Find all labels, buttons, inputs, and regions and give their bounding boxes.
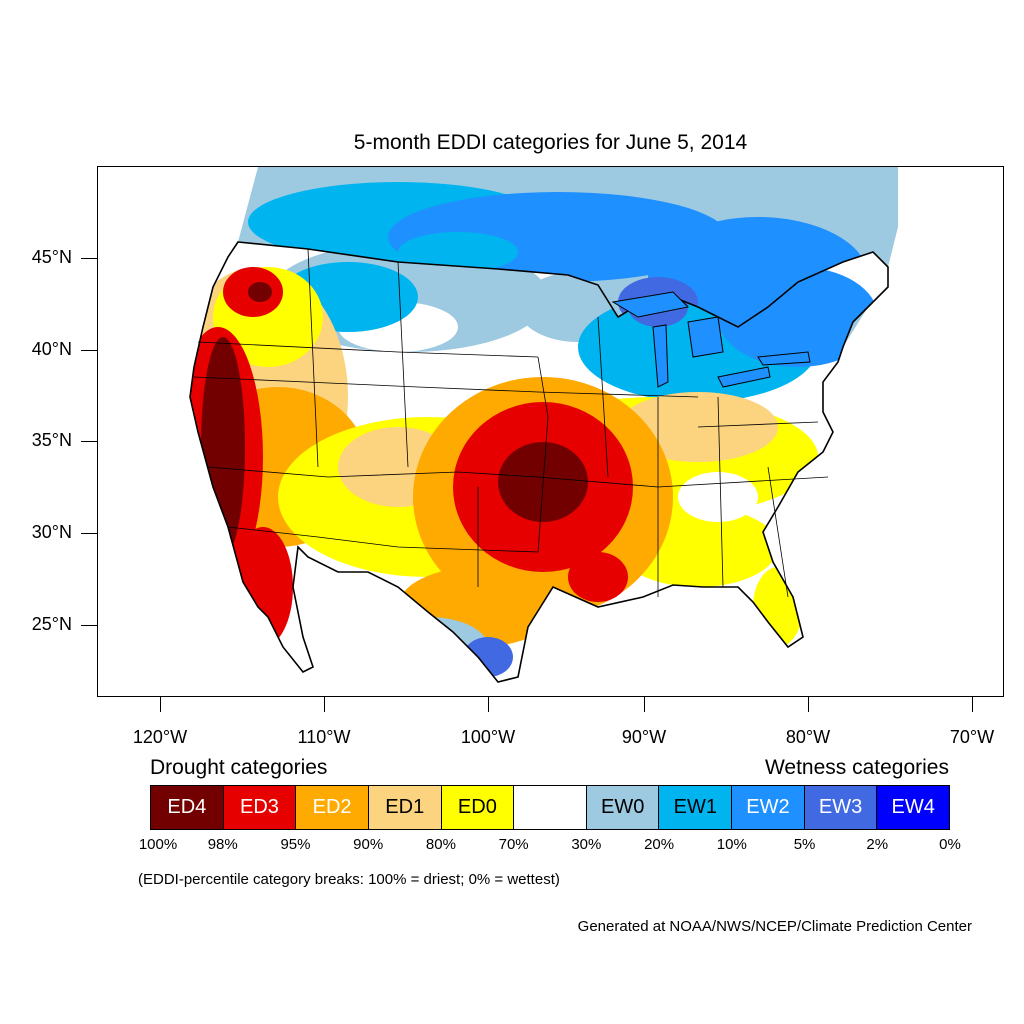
lat-tick-30 — [81, 533, 97, 534]
lat-label-40: 40°N — [31, 339, 72, 359]
legend-swatch-ed2: ED2 — [296, 786, 369, 829]
eddi-map — [97, 166, 1004, 697]
lat-label-35: 35°N — [31, 430, 72, 450]
legend-swatch-ew3: EW3 — [804, 786, 878, 829]
lon-label-90: 90°W — [621, 727, 667, 747]
lon-tick-110 — [324, 697, 325, 712]
lat-tick-25 — [81, 625, 97, 626]
lon-tick-120 — [160, 697, 161, 712]
legend-swatch-ed3: ED3 — [223, 786, 297, 829]
percent-break-label: 30% — [571, 836, 602, 853]
lon-label-70: 70°W — [949, 727, 995, 747]
lon-tick-80 — [808, 697, 809, 712]
percent-break-label: 0% — [939, 836, 961, 853]
percent-break-label: 98% — [207, 836, 238, 853]
legend-swatch-ew2: EW2 — [732, 786, 805, 829]
lon-label-100: 100°W — [460, 727, 516, 747]
percent-break-label: 70% — [498, 836, 529, 853]
legend-swatch-ed4: ED4 — [151, 786, 224, 829]
state-boundaries — [193, 248, 829, 598]
category-breaks-note: (EDDI-percentile category breaks: 100% =… — [138, 871, 560, 888]
wetness-categories-heading: Wetness categories — [764, 756, 949, 779]
lon-tick-70 — [972, 697, 973, 712]
great-lakes — [611, 291, 811, 388]
lat-label-25: 25°N — [31, 614, 72, 634]
legend-swatch-ed0: ED0 — [441, 786, 515, 829]
percent-break-label: 5% — [793, 836, 816, 853]
legend-swatch-ew4: EW4 — [877, 786, 950, 829]
legend-swatch-ew1: EW1 — [659, 786, 733, 829]
percent-break-label: 90% — [353, 836, 384, 853]
percent-break-label: 10% — [716, 836, 747, 853]
legend-swatch-ed1: ED1 — [368, 786, 442, 829]
percent-break-label: 20% — [644, 836, 675, 853]
percent-break-label: 2% — [866, 836, 889, 853]
percent-break-label: 100% — [138, 836, 178, 853]
credit-text: Generated at NOAA/NWS/NCEP/Climate Predi… — [577, 918, 972, 935]
lat-label-45: 45°N — [31, 247, 72, 267]
lon-label-120: 120°W — [132, 727, 188, 747]
lon-tick-100 — [488, 697, 489, 712]
lon-label-110: 110°W — [297, 727, 351, 747]
lat-tick-40 — [81, 350, 97, 351]
lon-label-80: 80°W — [785, 727, 831, 747]
map-title: 5-month EDDI categories for June 5, 2014 — [353, 131, 748, 154]
conus-eddi-field — [190, 242, 888, 682]
percent-break-label: 80% — [425, 836, 456, 853]
lat-tick-45 — [81, 258, 97, 259]
lat-tick-35 — [81, 441, 97, 442]
lat-label-30: 30°N — [31, 522, 72, 542]
legend-swatch-neutral — [514, 786, 587, 829]
drought-categories-heading: Drought categories — [150, 756, 328, 779]
category-color-bar: ED4 ED3 ED2 ED1 ED0 EW0 EW1 EW2 EW3 EW4 — [150, 785, 950, 830]
eddi-map-canvas — [189, 167, 898, 683]
percent-break-label: 95% — [280, 836, 311, 853]
lon-tick-90 — [644, 697, 645, 712]
legend-swatch-ew0: EW0 — [586, 786, 660, 829]
